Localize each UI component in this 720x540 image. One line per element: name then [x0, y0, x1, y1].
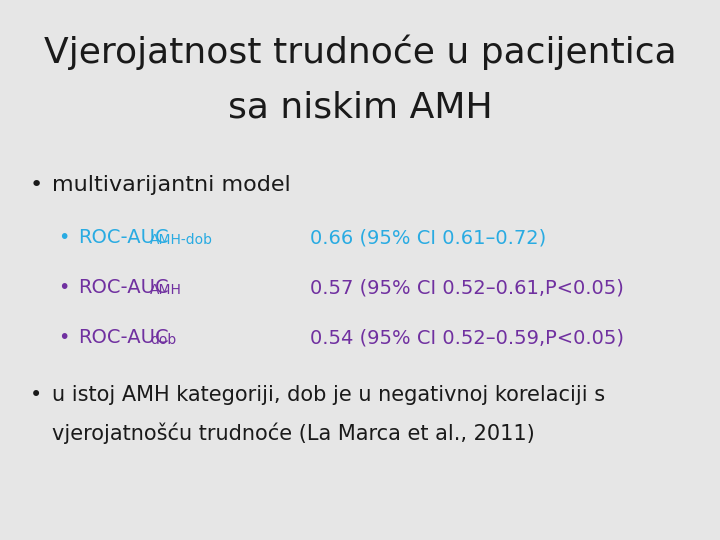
- Text: multivarijantni model: multivarijantni model: [52, 175, 291, 195]
- Text: ROC-AUC: ROC-AUC: [78, 328, 168, 347]
- Text: AMH: AMH: [150, 283, 182, 297]
- Text: •: •: [30, 385, 42, 405]
- Text: •: •: [30, 175, 43, 195]
- Text: sa niskim AMH: sa niskim AMH: [228, 90, 492, 124]
- Text: Vjerojatnost trudnoće u pacijentica: Vjerojatnost trudnoće u pacijentica: [44, 35, 676, 71]
- Text: 0.54 (95% CI 0.52–0.59,P<0.05): 0.54 (95% CI 0.52–0.59,P<0.05): [310, 328, 624, 347]
- Text: u istoj AMH kategoriji, dob je u negativnoj korelaciji s: u istoj AMH kategoriji, dob je u negativ…: [52, 385, 605, 405]
- Text: •: •: [58, 278, 69, 297]
- Text: 0.66 (95% CI 0.61–0.72): 0.66 (95% CI 0.61–0.72): [310, 228, 546, 247]
- Text: ROC-AUC: ROC-AUC: [78, 228, 168, 247]
- Text: dob: dob: [150, 333, 176, 347]
- Text: 0.57 (95% CI 0.52–0.61,P<0.05): 0.57 (95% CI 0.52–0.61,P<0.05): [310, 278, 624, 297]
- Text: vjerojatnošću trudnoće (La Marca et al., 2011): vjerojatnošću trudnoće (La Marca et al.,…: [52, 423, 535, 444]
- Text: •: •: [58, 228, 69, 247]
- Text: ROC-AUC: ROC-AUC: [78, 278, 168, 297]
- Text: •: •: [58, 328, 69, 347]
- Text: AMH-dob: AMH-dob: [150, 233, 213, 247]
